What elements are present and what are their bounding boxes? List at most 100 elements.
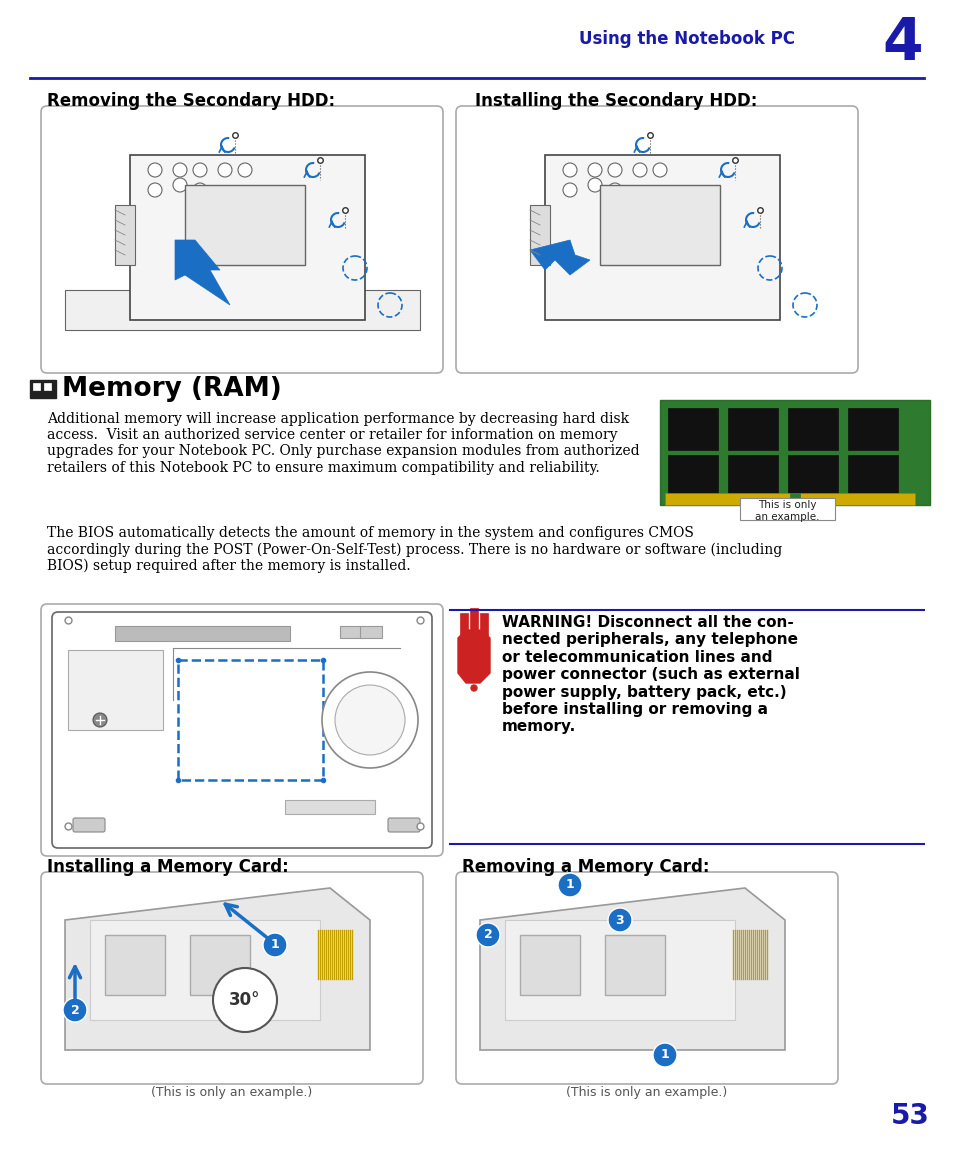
FancyBboxPatch shape — [456, 106, 857, 373]
Bar — [317, 930, 319, 979]
Circle shape — [562, 182, 577, 198]
Bar — [544, 155, 780, 320]
Circle shape — [148, 182, 162, 198]
Bar — [766, 930, 768, 979]
Bar — [752, 930, 754, 979]
Bar — [30, 380, 56, 398]
Circle shape — [172, 163, 187, 177]
Bar — [750, 930, 752, 979]
Bar — [332, 930, 334, 979]
Bar — [757, 930, 758, 979]
Circle shape — [193, 163, 207, 177]
Text: 2: 2 — [483, 929, 492, 941]
Circle shape — [476, 923, 499, 947]
Bar — [459, 613, 468, 641]
Bar — [742, 930, 743, 979]
Bar — [346, 930, 347, 979]
FancyBboxPatch shape — [41, 604, 442, 856]
Text: The BIOS automatically detects the amount of memory in the system and configures: The BIOS automatically detects the amoun… — [47, 526, 781, 573]
Bar — [115, 204, 135, 264]
Circle shape — [633, 163, 646, 177]
Bar — [324, 930, 325, 979]
Bar — [787, 408, 837, 450]
Circle shape — [607, 182, 621, 198]
Polygon shape — [174, 240, 230, 305]
Bar — [519, 936, 579, 994]
Bar — [33, 383, 40, 390]
Bar — [737, 930, 738, 979]
Bar — [68, 650, 163, 730]
Bar — [746, 930, 748, 979]
FancyBboxPatch shape — [73, 818, 105, 832]
Text: 30°: 30° — [229, 991, 260, 1009]
Text: 1: 1 — [659, 1049, 669, 1061]
Circle shape — [558, 873, 581, 897]
Bar — [326, 930, 327, 979]
Bar — [667, 408, 718, 450]
Circle shape — [471, 685, 476, 691]
Bar — [319, 930, 321, 979]
Bar — [667, 455, 718, 497]
Bar — [44, 383, 51, 390]
Bar — [350, 930, 351, 979]
Bar — [599, 185, 720, 264]
Circle shape — [172, 178, 187, 192]
Circle shape — [237, 163, 252, 177]
Polygon shape — [65, 290, 419, 330]
Text: 4: 4 — [882, 15, 923, 72]
Text: This is only
an example.: This is only an example. — [754, 500, 819, 522]
Bar — [530, 204, 550, 264]
FancyBboxPatch shape — [456, 872, 837, 1085]
Bar — [105, 936, 165, 994]
Text: 53: 53 — [890, 1102, 928, 1130]
FancyBboxPatch shape — [52, 612, 432, 848]
Bar — [335, 930, 337, 979]
Bar — [359, 626, 381, 638]
Circle shape — [213, 968, 276, 1033]
Bar — [727, 455, 778, 497]
FancyBboxPatch shape — [41, 106, 442, 373]
Bar — [330, 930, 331, 979]
Circle shape — [652, 163, 666, 177]
Bar — [604, 936, 664, 994]
Circle shape — [322, 672, 417, 768]
Bar — [748, 930, 750, 979]
Circle shape — [63, 998, 87, 1022]
Bar — [328, 930, 329, 979]
Bar — [479, 613, 488, 641]
Circle shape — [587, 178, 601, 192]
Text: Memory (RAM): Memory (RAM) — [62, 377, 281, 402]
Bar — [760, 930, 761, 979]
Text: Removing the Secondary HDD:: Removing the Secondary HDD: — [47, 92, 335, 110]
Bar — [740, 930, 741, 979]
Text: Using the Notebook PC: Using the Notebook PC — [578, 30, 794, 49]
Polygon shape — [479, 888, 784, 1050]
Bar — [185, 185, 305, 264]
Bar — [789, 493, 800, 505]
Bar — [322, 930, 323, 979]
Polygon shape — [457, 629, 490, 683]
Circle shape — [607, 163, 621, 177]
FancyBboxPatch shape — [41, 872, 422, 1085]
Circle shape — [148, 163, 162, 177]
Bar — [90, 921, 319, 1020]
Text: 3: 3 — [615, 914, 623, 926]
Bar — [130, 155, 365, 320]
Bar — [339, 930, 341, 979]
Circle shape — [335, 685, 405, 755]
Text: Additional memory will increase application performance by decreasing hard disk
: Additional memory will increase applicat… — [47, 412, 639, 475]
Bar — [352, 930, 354, 979]
Text: WARNING! Disconnect all the con-
nected peripherals, any telephone
or telecommun: WARNING! Disconnect all the con- nected … — [501, 614, 799, 735]
Bar — [732, 930, 734, 979]
Bar — [727, 408, 778, 450]
Bar — [341, 930, 343, 979]
Polygon shape — [65, 888, 370, 1050]
Bar — [178, 660, 323, 780]
Bar — [759, 930, 760, 979]
Bar — [744, 930, 745, 979]
Circle shape — [652, 1043, 677, 1067]
Circle shape — [562, 163, 577, 177]
Text: 1: 1 — [271, 939, 279, 952]
Bar — [847, 408, 897, 450]
Bar — [762, 930, 763, 979]
